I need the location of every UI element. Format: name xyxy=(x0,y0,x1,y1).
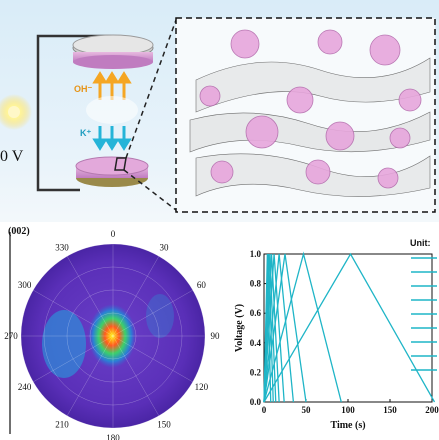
polar-title: (002) xyxy=(8,226,30,237)
pink-clusters xyxy=(199,29,422,189)
gcd-series-line xyxy=(263,251,342,403)
polar-angle-label: 180 xyxy=(106,433,120,440)
gcd-series-line xyxy=(263,253,295,403)
y-tick-label: 0.2 xyxy=(250,367,262,377)
x-tick-label: 200 xyxy=(425,405,439,415)
x-tick-label: 100 xyxy=(341,405,355,415)
polar-angle-label: 210 xyxy=(55,419,69,429)
plot-frame xyxy=(263,253,433,403)
x-tick-label: 50 xyxy=(302,405,312,415)
intensity-hotspot xyxy=(88,304,136,368)
polar-angle-label: 90 xyxy=(211,331,221,341)
schematic-illustration xyxy=(0,17,436,213)
polar-angle-label: 330 xyxy=(55,243,69,253)
unit-label: Unit: xyxy=(410,238,431,248)
y-tick-label: 0.4 xyxy=(250,338,262,348)
polar-angle-label: 30 xyxy=(160,243,170,253)
x-tick-label: 150 xyxy=(383,405,397,415)
polar-angle-label: 60 xyxy=(197,280,207,290)
k-ion-label: K⁺ xyxy=(80,128,92,138)
x-tick-label: 0 xyxy=(262,405,267,415)
x-axis-label: Time (s) xyxy=(330,420,365,431)
y-tick-label: 1.0 xyxy=(250,249,262,259)
oh-ion-label: OH⁻ xyxy=(74,84,93,94)
legend-line-samples xyxy=(411,257,437,371)
gcd-chart: 0 50 100 150 200 0.0 0.2 0.4 0.6 0.8 1.0 Time (s) Vo… xyxy=(234,249,439,431)
polar-angle-label: 270 xyxy=(4,331,18,341)
gcd-series-line xyxy=(263,252,436,403)
y-axis-label: Voltage (V) xyxy=(234,304,245,352)
polar-plot: 0 30 60 90 120 150 180 210 240 270 300 330 xyxy=(4,229,221,440)
polar-angle-label: 120 xyxy=(195,382,209,392)
gcd-series-line xyxy=(263,253,285,403)
y-tick-label: 0.6 xyxy=(250,308,262,318)
k-ion-arrows xyxy=(92,126,132,151)
polar-angle-label: 300 xyxy=(18,280,32,290)
polar-angle-label: 150 xyxy=(157,419,171,429)
polar-angle-label: 240 xyxy=(18,382,32,392)
gcd-series-line xyxy=(263,253,307,403)
polar-angle-label: 0 xyxy=(111,229,116,239)
y-tick-label: 0.8 xyxy=(250,279,262,289)
oh-ion-arrows xyxy=(92,71,132,100)
voltage-label: 0 V xyxy=(0,148,24,165)
y-tick-label: 0.0 xyxy=(250,397,262,407)
